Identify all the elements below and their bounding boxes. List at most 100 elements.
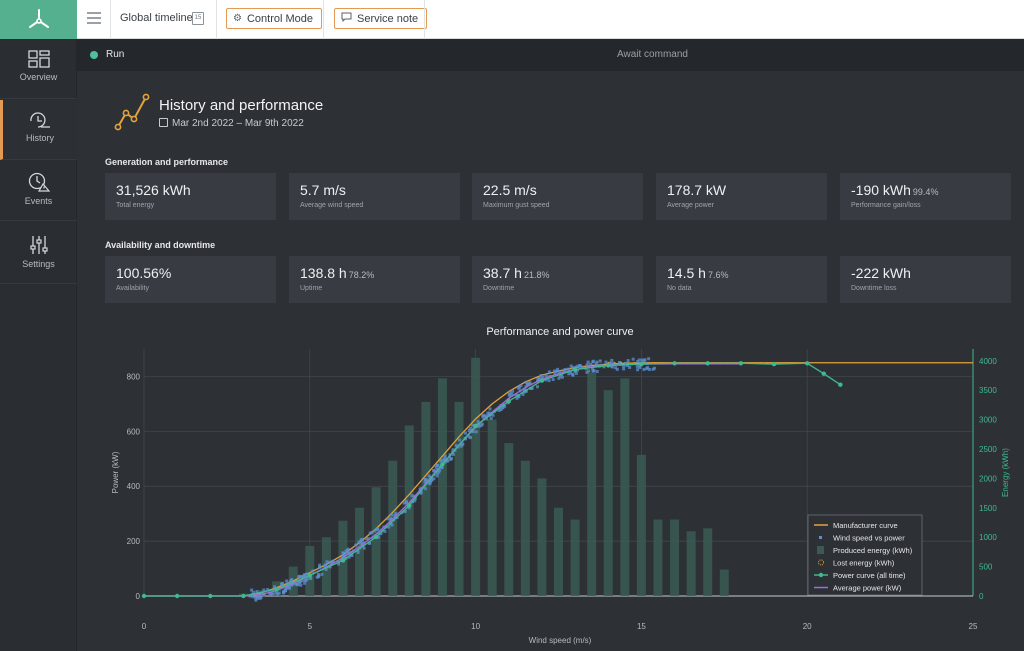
energy-bar: [554, 507, 563, 596]
y2-tick-label: 3000: [979, 416, 997, 425]
scatter-point: [301, 579, 305, 583]
legend-item[interactable]: Average power (kW): [833, 584, 902, 593]
performance-chart[interactable]: Performance and power curve 0 5 10 15 20 25 0 20…: [96, 320, 1024, 651]
scatter-point: [458, 438, 462, 442]
power-curve-point: [738, 361, 744, 366]
scatter-point: [514, 393, 518, 397]
scatter-point: [419, 491, 423, 495]
scatter-point: [434, 465, 438, 469]
legend-item[interactable]: Lost energy (kWh): [833, 559, 895, 568]
scatter-point: [524, 389, 528, 393]
scatter-point: [386, 517, 390, 521]
scatter-point: [259, 591, 263, 595]
scatter-point: [459, 444, 463, 448]
scatter-point: [615, 367, 619, 371]
scatter-point: [254, 598, 258, 602]
scatter-point: [404, 501, 408, 505]
scatter-point: [255, 590, 259, 594]
scatter-point: [299, 583, 303, 587]
legend-swatch: [818, 559, 824, 566]
sidebar-item-events[interactable]: Events: [0, 161, 77, 221]
legend-item[interactable]: Produced energy (kWh): [833, 546, 913, 555]
scatter-point: [577, 364, 581, 368]
scatter-point: [541, 375, 545, 379]
energy-bar: [603, 390, 613, 596]
dashboard-icon: [27, 50, 50, 68]
scatter-point: [350, 553, 354, 557]
scatter-point: [316, 575, 320, 579]
scatter-point: [562, 369, 566, 373]
scatter-point: [432, 477, 436, 481]
scatter-point: [305, 572, 309, 576]
scatter-point: [488, 407, 492, 411]
scatter-point: [356, 550, 360, 554]
stat-card-availability: 100.56% Availability: [105, 256, 276, 303]
scatter-point: [554, 369, 558, 373]
scatter-point: [300, 575, 304, 579]
scatter-point: [626, 359, 630, 363]
scatter-point: [402, 501, 406, 505]
scatter-point: [622, 364, 626, 368]
sidebar-item-label: Settings: [22, 259, 55, 269]
scatter-point: [623, 361, 627, 365]
power-curve-chart[interactable]: Performance and power curve 0 5 10 15 20 25 0 20…: [96, 320, 1024, 651]
legend-item[interactable]: Manufacturer curve: [833, 521, 898, 530]
scatter-point: [521, 392, 525, 396]
scatter-point: [394, 511, 398, 515]
service-note-button[interactable]: Service note: [334, 8, 428, 29]
stat-label: Average wind speed: [300, 202, 364, 209]
scatter-point: [591, 367, 595, 371]
sidebar-item-history[interactable]: History: [0, 100, 77, 160]
scatter-point: [303, 573, 307, 577]
global-timeline-label[interactable]: Global timeline: [120, 12, 193, 24]
stat-card-downtime-loss: -222 kWh Downtime loss: [840, 256, 1011, 303]
scatter-point: [614, 366, 618, 370]
energy-bar: [520, 460, 530, 596]
sidebar-item-overview[interactable]: Overview: [0, 39, 77, 99]
sidebar-item-settings[interactable]: Settings: [0, 224, 77, 284]
control-mode-button[interactable]: ⚙ Control Mode: [226, 8, 323, 29]
date-range[interactable]: Mar 2nd 2022 – Mar 9th 2022: [159, 118, 304, 129]
scatter-point: [501, 405, 505, 409]
scatter-point: [547, 370, 551, 374]
energy-bar: [703, 528, 713, 596]
scatter-point: [481, 413, 485, 417]
scatter-point: [423, 487, 427, 491]
scatter-point: [274, 590, 278, 594]
x-tick-label: 20: [803, 622, 812, 631]
run-status-label: Run: [106, 49, 125, 60]
scatter-point: [569, 371, 573, 375]
scatter-point: [387, 525, 391, 529]
calendar-icon[interactable]: 15: [192, 12, 204, 25]
power-curve-point: [572, 367, 578, 372]
menu-icon[interactable]: [87, 12, 101, 26]
power-curve-point: [805, 361, 810, 366]
scatter-point: [640, 358, 644, 362]
lost-energy-marker: [633, 362, 636, 364]
legend-item[interactable]: Power curve (all time): [833, 571, 906, 580]
energy-bar: [487, 419, 497, 596]
energy-bar: [620, 378, 630, 596]
scatter-point: [343, 552, 347, 556]
scatter-point: [517, 394, 521, 398]
scatter-point: [651, 367, 655, 371]
power-curve-point: [274, 586, 279, 592]
energy-bar: [471, 357, 481, 596]
scatter-point: [256, 596, 260, 600]
scatter-point: [530, 386, 534, 390]
power-curve-point: [506, 398, 511, 404]
scatter-point: [435, 474, 439, 478]
legend-item[interactable]: Wind speed vs power: [833, 534, 905, 543]
scatter-point: [635, 364, 639, 368]
power-curve-point: [307, 573, 312, 578]
scatter-point: [317, 573, 321, 577]
generation-section-title: Generation and performance: [105, 157, 229, 167]
stat-percent: 7.6%: [707, 270, 729, 280]
y-tick-label: 800: [127, 372, 141, 381]
brand-logo[interactable]: [0, 0, 77, 39]
scatter-point: [357, 540, 361, 544]
x-axis-label: Wind speed (m/s): [529, 636, 592, 645]
scatter-point: [275, 592, 279, 596]
scatter-point: [297, 575, 301, 579]
scatter-point: [375, 527, 379, 531]
